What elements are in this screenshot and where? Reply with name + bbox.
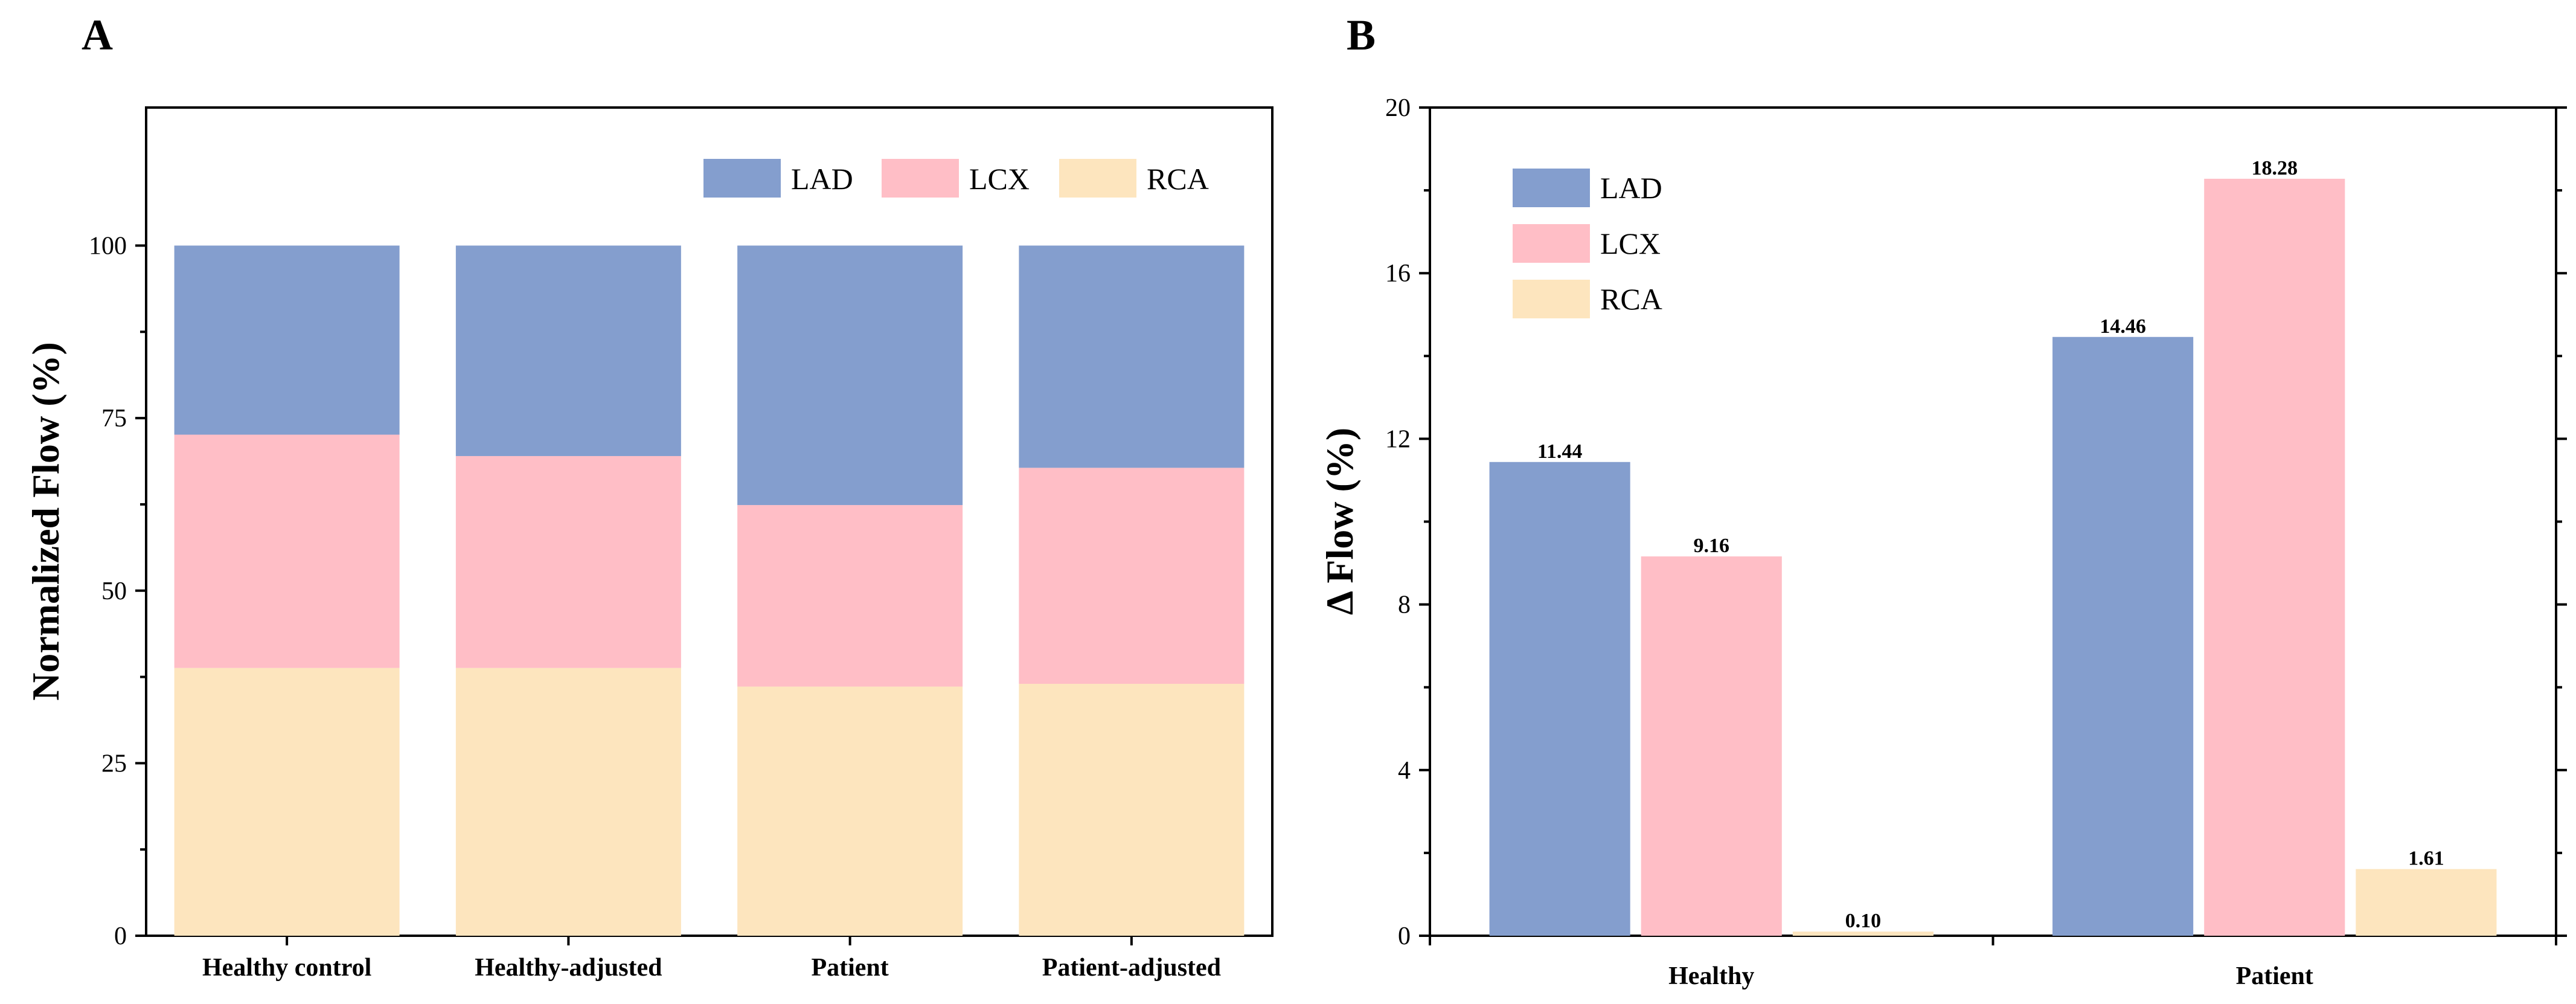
panel-b-legend-swatch-lad [1513, 169, 1590, 207]
panel-b-label: B [1347, 11, 1376, 59]
panel-a-x-tick-label: Healthy control [202, 954, 371, 982]
panel-b-data-labels: 11.44 9.16 0.10 14.46 18.28 1.61 [1537, 157, 2444, 932]
panel-b-data-label-healthy-lad: 11.44 [1537, 440, 1583, 463]
panel-a-bar-healthy-adjusted-lcx [455, 455, 681, 668]
panel-b-bars [1489, 178, 2497, 936]
panel-a-bar-healthy-control-lad [174, 245, 400, 435]
panel-b-bar-patient-rca [2356, 869, 2497, 936]
panel-b-bar-healthy-rca [1792, 932, 1934, 936]
panel-a-legend-label-lad: LAD [791, 162, 853, 196]
panel-a-bar-healthy-control-rca [174, 668, 400, 936]
panel-b-x-ticks: Healthy Patient [1429, 936, 2557, 990]
panel-a-bar-patient-lad [737, 245, 963, 506]
panel-a-legend: LAD LCX RCA [703, 159, 1209, 198]
panel-b-legend-label-rca: RCA [1600, 282, 1662, 316]
panel-a-legend-label-lcx: LCX [969, 162, 1030, 196]
panel-b-y-axis-title: Δ Flow (%) [1318, 428, 1361, 615]
panel-a-bar-patient-adjusted-lad [1019, 245, 1245, 468]
panel-b-y-tick-label: 8 [1398, 591, 1411, 619]
panel-a-bar-patient-adjusted-rca [1019, 683, 1245, 936]
panel-a-plot-frame [145, 106, 1274, 937]
panel-a-legend-swatch-rca [1059, 159, 1136, 198]
panel-a-bar-patient-adjusted-lcx [1019, 468, 1245, 684]
panel-b-y-tick-label: 4 [1398, 757, 1411, 785]
panel-b-data-label-healthy-lcx: 9.16 [1694, 535, 1730, 557]
panel-a-y-tick-label: 50 [101, 578, 127, 605]
panel-b-y-tick-label: 12 [1385, 425, 1411, 453]
panel-a-x-ticks: Healthy control Healthy-adjusted Patient Pa… [202, 936, 1221, 982]
panel-b-data-label-patient-rca: 1.61 [2408, 848, 2444, 870]
panel-a-y-tick-label: 100 [89, 233, 127, 260]
panel-a-legend-swatch-lad [703, 159, 781, 198]
panel-a-legend-swatch-lcx [882, 159, 959, 198]
panel-a-x-tick-label: Patient-adjusted [1042, 954, 1221, 982]
panel-b-data-label-patient-lcx: 18.28 [2252, 157, 2298, 179]
panel-a-legend-label-rca: RCA [1147, 162, 1209, 196]
panel-b-y-ticks: 0 4 8 12 16 20 [1385, 94, 2567, 950]
panel-a-bars [174, 245, 1245, 936]
panel-b-bar-healthy-lcx [1641, 556, 1782, 936]
panel-b-x-tick-label: Patient [2236, 962, 2313, 990]
panel-b-y-tick-label: 0 [1398, 922, 1411, 950]
panel-b-x-tick-label: Healthy [1668, 962, 1754, 990]
panel-a-y-tick-label: 75 [101, 405, 127, 433]
panel-b-bar-healthy-lad [1489, 462, 1630, 936]
panel-b-legend-swatch-lcx [1513, 224, 1590, 263]
panel-a-y-axis-title: Normalized Flow (%) [24, 342, 67, 701]
panel-a-bar-patient-rca [737, 686, 963, 936]
panel-b-y-tick-label: 16 [1385, 260, 1411, 288]
panel-b-legend-label-lad: LAD [1600, 171, 1662, 205]
panel-a-y-ticks: 0 25 50 75 100 [89, 233, 146, 950]
panel-a-y-tick-label: 0 [114, 922, 127, 950]
panel-a-x-tick-label: Patient [811, 954, 888, 982]
panel-b-legend-swatch-rca [1513, 280, 1590, 318]
panel-a-bar-healthy-adjusted-rca [455, 668, 681, 936]
panel-b-data-label-patient-lad: 14.46 [2100, 315, 2146, 338]
panel-a-bar-patient-lcx [737, 505, 963, 687]
panel-a-x-tick-label: Healthy-adjusted [475, 954, 662, 982]
panel-a-y-tick-label: 25 [101, 750, 127, 777]
panel-b-data-label-healthy-rca: 0.10 [1845, 910, 1882, 932]
panel-a-bar-healthy-control-lcx [174, 434, 400, 668]
panel-a: A 0 25 50 75 100 Healthy control Healthy-adju… [24, 11, 1274, 982]
panel-a-bar-healthy-adjusted-lad [455, 245, 681, 456]
panel-a-label: A [82, 11, 113, 59]
panel-b-bar-patient-lad [2052, 336, 2194, 936]
panel-b-legend-label-lcx: LCX [1600, 227, 1661, 260]
panel-b-y-tick-label: 20 [1385, 94, 1411, 122]
panel-b-legend: LAD LCX RCA [1513, 169, 1662, 318]
panel-b-bar-patient-lcx [2204, 178, 2345, 936]
